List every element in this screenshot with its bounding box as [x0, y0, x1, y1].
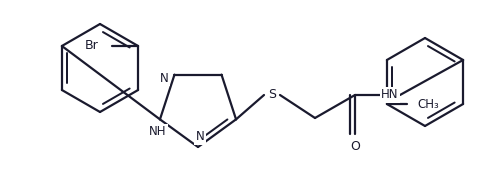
- Text: N: N: [160, 72, 169, 85]
- Text: O: O: [350, 139, 360, 152]
- Text: HN: HN: [381, 89, 399, 102]
- Text: Br: Br: [84, 39, 98, 52]
- Text: NH: NH: [149, 125, 167, 138]
- Text: N: N: [195, 130, 204, 143]
- Text: S: S: [268, 89, 276, 102]
- Text: CH₃: CH₃: [417, 98, 438, 111]
